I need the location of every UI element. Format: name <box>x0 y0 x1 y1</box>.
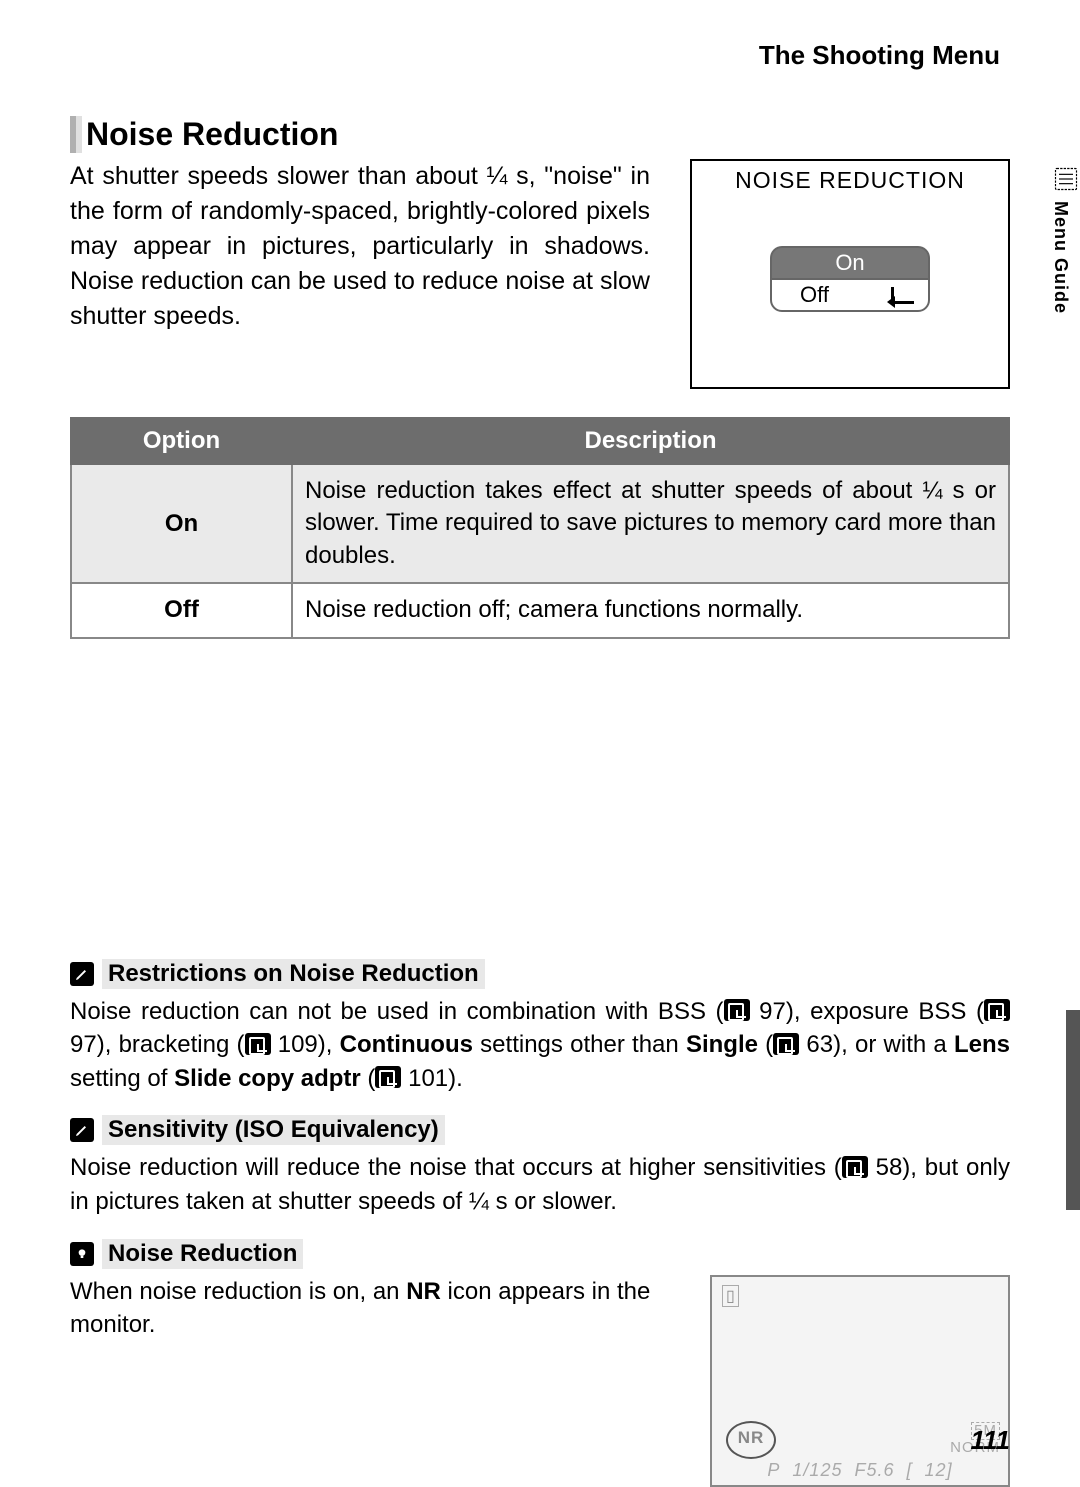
monitor-illustration: ▯ NR 5M NORM P 1/125 F5.6 [ 12] <box>710 1275 1010 1487</box>
sidebar-tab: Menu Guide <box>1050 165 1080 314</box>
lcd-options: On Off <box>770 246 930 312</box>
note-body-nr: When noise reduction is on, an NR icon a… <box>70 1275 680 1342</box>
lcd-option-off: Off <box>770 278 930 312</box>
table-row: On Noise reduction takes effect at shutt… <box>71 464 1009 583</box>
text: 97), exposure BSS ( <box>750 998 984 1025</box>
text: ( <box>361 1065 376 1092</box>
section-title: Noise Reduction <box>70 116 1010 153</box>
text: 97), bracketing ( <box>70 1031 245 1058</box>
page-ref-icon <box>245 1033 271 1055</box>
menu-guide-icon <box>1052 165 1080 193</box>
note-title-restrictions: Restrictions on Noise Reduction <box>102 959 485 989</box>
monitor-count: [ 12] <box>907 1460 953 1481</box>
page-ref-icon <box>984 999 1010 1021</box>
text: ( <box>758 1031 773 1058</box>
monitor-bottom-overlay: P 1/125 F5.6 [ 12] <box>712 1460 1008 1481</box>
text: Noise reduction will reduce the noise th… <box>70 1154 842 1181</box>
note-heading-sensitivity: Sensitivity (ISO Equivalency) <box>70 1115 1010 1145</box>
bulb-note-icon <box>70 1242 94 1266</box>
table-cell-option: On <box>71 464 292 583</box>
table-cell-option: Off <box>71 583 292 637</box>
monitor-mode: P <box>767 1460 780 1481</box>
table-row: Off Noise reduction off; camera function… <box>71 583 1009 637</box>
page-ref-icon <box>375 1066 401 1088</box>
text: 63), or with a <box>799 1031 954 1058</box>
intro-paragraph: At shutter speeds slower than about ¼ s,… <box>70 159 650 389</box>
text: settings other than <box>473 1031 686 1058</box>
table-header-option: Option <box>71 418 292 464</box>
page-ref-icon <box>773 1033 799 1055</box>
note-title-nr: Noise Reduction <box>102 1239 303 1269</box>
page-ref-icon <box>724 999 750 1021</box>
text-bold: Slide copy adptr <box>174 1065 361 1092</box>
lcd-option-off-label: Off <box>800 282 829 308</box>
monitor-aperture: F5.6 <box>854 1460 894 1481</box>
monitor-nr-badge: NR <box>726 1421 776 1459</box>
text: 109), <box>271 1031 340 1058</box>
note-heading-restrictions: Restrictions on Noise Reduction <box>70 959 1010 989</box>
pencil-note-icon <box>70 962 94 986</box>
text-bold: NR <box>406 1278 441 1305</box>
enter-icon <box>891 287 914 304</box>
page-header-title: The Shooting Menu <box>70 40 1000 71</box>
table-cell-description: Noise reduction off; camera functions no… <box>292 583 1009 637</box>
options-table: Option Description On Noise reduction ta… <box>70 417 1010 639</box>
monitor-shutter: 1/125 <box>792 1460 842 1481</box>
lcd-title: NOISE REDUCTION <box>692 167 1008 194</box>
lcd-illustration: NOISE REDUCTION On Off <box>690 159 1010 389</box>
text-bold: Continuous <box>340 1031 473 1058</box>
note-title-sensitivity: Sensitivity (ISO Equivalency) <box>102 1115 445 1145</box>
page-ref-icon <box>842 1156 868 1178</box>
monitor-card-icon: ▯ <box>722 1285 739 1307</box>
text: Noise reduction can not be used in combi… <box>70 998 724 1025</box>
table-cell-description: Noise reduction takes effect at shutter … <box>292 464 1009 583</box>
text: When noise reduction is on, an <box>70 1278 406 1305</box>
text-bold: Lens <box>954 1031 1010 1058</box>
pencil-note-icon <box>70 1118 94 1142</box>
text: 101). <box>401 1065 462 1092</box>
table-header-description: Description <box>292 418 1009 464</box>
text-bold: Single <box>686 1031 758 1058</box>
sidebar-label: Menu Guide <box>1050 201 1071 314</box>
note-heading-nr: Noise Reduction <box>70 1239 1010 1269</box>
page-number: 111 <box>970 1425 1010 1456</box>
lcd-option-on: On <box>770 246 930 278</box>
note-body-restrictions: Noise reduction can not be used in combi… <box>70 995 1010 1096</box>
section-title-text: Noise Reduction <box>70 116 338 153</box>
text: setting of <box>70 1065 174 1092</box>
thumb-tab <box>1066 1010 1080 1210</box>
note-body-sensitivity: Noise reduction will reduce the noise th… <box>70 1151 1010 1218</box>
table-header-row: Option Description <box>71 418 1009 464</box>
